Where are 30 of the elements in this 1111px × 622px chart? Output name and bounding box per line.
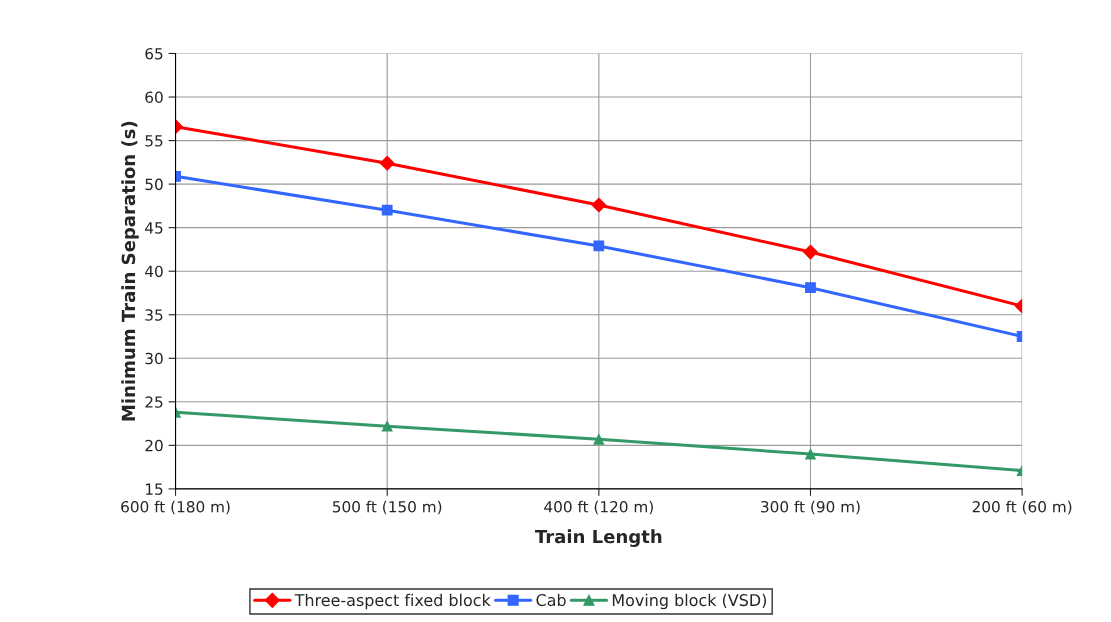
point	[593, 240, 605, 252]
y-tick-label: 50	[145, 178, 163, 191]
y-tick-label: 25	[145, 396, 163, 408]
point	[593, 433, 605, 445]
point	[591, 197, 607, 213]
y-tick-label: 60	[145, 91, 163, 104]
y-tick-label: 35	[145, 309, 163, 321]
point	[805, 448, 816, 460]
y-tick-label: 15	[145, 483, 163, 495]
x-tick-label: 500 ft (150 m)	[332, 500, 442, 515]
y-tick-label: 20	[145, 439, 163, 452]
y-tick-label: 30	[145, 352, 163, 365]
point	[805, 282, 816, 294]
x-tick-label: 200 ft (60 m)	[972, 500, 1072, 515]
legend-label: Cab	[536, 593, 566, 607]
point	[379, 155, 395, 171]
legend-label: Three-aspect fixed block	[294, 593, 491, 610]
y-tick-label: 55	[145, 135, 163, 147]
y-tick-label: 45	[145, 222, 163, 234]
y-tick-label: 65	[145, 47, 163, 60]
y-tick-label: 40	[145, 265, 163, 278]
y-axis-title: Minimum Train Separation (s)	[121, 121, 139, 421]
x-tick-label: 300 ft (90 m)	[761, 500, 860, 515]
legend-label: Moving block (VSD)	[612, 593, 767, 610]
x-axis-title: Train Length	[535, 529, 662, 547]
x-tick-label: 400 ft (120 m)	[544, 500, 653, 515]
point	[381, 204, 393, 216]
point	[803, 244, 818, 260]
x-tick-label: 600 ft (180 m)	[121, 500, 230, 515]
point	[381, 420, 393, 432]
